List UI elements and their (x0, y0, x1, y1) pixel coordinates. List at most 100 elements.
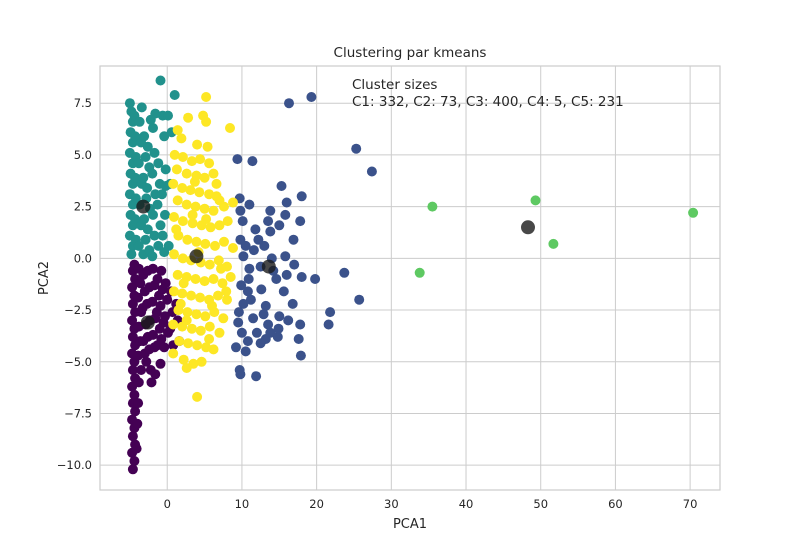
cluster-5-point (228, 197, 238, 208)
cluster-2-point (247, 156, 258, 167)
cluster-2-point (244, 263, 255, 274)
cluster-2-point (258, 309, 269, 320)
cluster-2-point (237, 216, 248, 227)
cluster-3-point (142, 224, 153, 235)
cluster-5-point (168, 178, 179, 189)
cluster-5-point (191, 236, 202, 247)
cluster-5-point (181, 315, 192, 326)
cluster-1-point (129, 456, 140, 466)
cluster-2-point (238, 251, 249, 262)
cluster-2-point (265, 226, 276, 237)
cluster-3-point (155, 75, 166, 86)
cluster-2-point (293, 334, 304, 344)
cluster-1-point (147, 296, 158, 307)
cluster-1-point (160, 278, 171, 289)
cluster-5-point (191, 309, 202, 320)
cluster-2-point (238, 298, 249, 309)
cluster-5-point (183, 338, 194, 349)
cluster-3-point (147, 168, 158, 179)
cluster-2-point (250, 224, 261, 235)
cluster-2-point (280, 209, 291, 220)
cluster-3-point (157, 230, 168, 241)
x-tick-label: 40 (459, 497, 474, 511)
cluster-1-point (133, 377, 144, 388)
cluster-1-point (131, 443, 142, 454)
cluster-4-point (530, 195, 541, 206)
cluster-sizes-title: Cluster sizes (352, 77, 437, 93)
plot-frame (99, 65, 721, 491)
cluster-5-point (219, 236, 229, 247)
cluster-2-point (253, 234, 264, 245)
cluster-5-point (169, 286, 179, 297)
cluster-5-point (201, 92, 212, 102)
cluster-5-point (202, 141, 213, 152)
cluster-2-point (281, 269, 292, 280)
cluster-5-point (172, 269, 183, 280)
cluster-2-point (255, 338, 266, 349)
cluster-1-point (127, 365, 138, 375)
cluster-5-point (168, 348, 179, 359)
cluster-2-point (354, 294, 365, 305)
cluster-5-point (208, 344, 219, 355)
cluster-5-point (171, 164, 182, 175)
cluster-5-point (211, 178, 222, 189)
cluster-2-point (289, 259, 300, 270)
cluster-2-point (231, 342, 241, 353)
cluster-4-point (427, 201, 438, 212)
cluster-3-point (160, 209, 170, 220)
centroid-point (261, 259, 276, 274)
cluster-5-point (171, 224, 182, 235)
centroids (136, 199, 535, 330)
cluster-2-point (295, 350, 306, 361)
y-tick-label: 7.5 (74, 96, 92, 110)
cluster-3-point (130, 214, 141, 225)
cluster-2-point (233, 317, 244, 328)
cluster-3-point (145, 114, 156, 125)
cluster-5-point (181, 363, 192, 373)
cluster-2-point (366, 166, 377, 177)
cluster-2-point (248, 245, 259, 256)
cluster-4-point (688, 207, 699, 218)
cluster-5-point (217, 278, 228, 289)
cluster-1-point (132, 418, 143, 429)
cluster-2-point (274, 311, 285, 322)
cluster-5-point (169, 249, 179, 260)
cluster-sizes-values: C1: 332, C2: 73, C3: 400, C4: 5, C5: 231 (352, 94, 624, 110)
cluster-1-point (155, 300, 166, 311)
cluster-5-point (208, 205, 219, 216)
cluster-3-point (133, 158, 144, 169)
cluster-3-point (142, 183, 153, 193)
cluster-5-point (225, 123, 235, 133)
cluster-2-point (234, 365, 245, 375)
cluster-3-point (130, 172, 141, 183)
y-tick-label: −10.0 (57, 458, 92, 472)
cluster-3-point (136, 102, 147, 113)
cluster-5-point (186, 156, 197, 167)
tick-labels: 0 10 20 30 40 50 60 70 −10.0 −7.5 −5.0 −2.5 0.0 2.5 5.… (57, 96, 698, 511)
cluster-2-point (259, 240, 270, 251)
cluster-5-point (221, 286, 232, 297)
cluster-5-point (169, 149, 180, 160)
cluster-5-point (208, 168, 219, 179)
cluster-5-point (222, 216, 233, 227)
cluster-2-point (260, 300, 271, 311)
cluster-2-point (240, 240, 251, 251)
cluster-3-point (163, 240, 174, 251)
cluster-4-point (548, 238, 559, 249)
cluster-2-point (256, 284, 267, 295)
cluster-2-point (244, 199, 255, 210)
y-tick-label: 5.0 (74, 148, 92, 162)
cluster-5-point (178, 354, 189, 365)
cluster-5-point (201, 214, 212, 225)
cluster-5-point (177, 288, 188, 299)
cluster-2-point (265, 327, 276, 338)
cluster-1-point (130, 406, 141, 417)
cluster-1-point (135, 278, 146, 289)
cluster-5-point (198, 110, 209, 121)
cluster-2-point (271, 274, 282, 284)
cluster-2-point (235, 205, 246, 216)
cluster-1-point (127, 315, 138, 326)
cluster-3-point (169, 90, 180, 100)
cluster-5-point (204, 158, 215, 169)
